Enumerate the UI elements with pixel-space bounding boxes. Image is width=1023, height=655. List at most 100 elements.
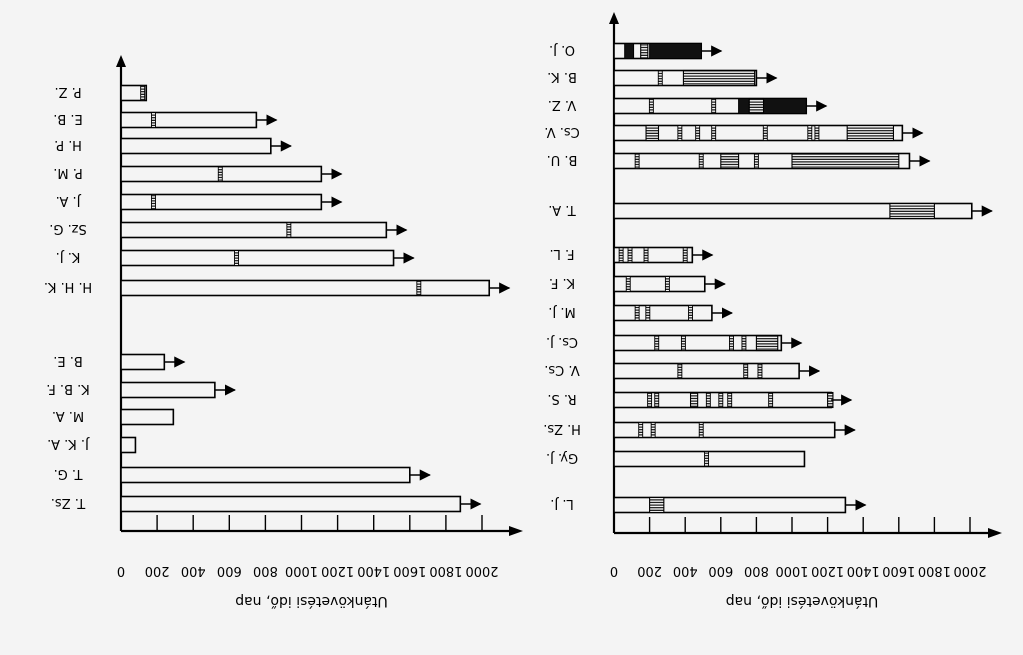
bar	[120, 381, 216, 399]
x-tick-label: 1600	[882, 563, 915, 578]
x-axis-arrow	[988, 528, 1002, 538]
category-label: O. J.	[549, 42, 575, 57]
category-label: J. A.	[56, 193, 82, 208]
bar	[120, 221, 388, 239]
bar-event-marker	[718, 392, 724, 408]
x-tick-label: 200	[637, 563, 662, 578]
x-tick-label: 1200	[321, 563, 354, 578]
bar-event-marker	[634, 153, 640, 169]
bar-hatched-segment	[640, 42, 649, 60]
x-tick-label: 1200	[811, 563, 844, 578]
bar	[120, 353, 166, 371]
bar-event-marker	[664, 276, 670, 292]
bar-event-marker	[711, 125, 717, 141]
bar	[613, 450, 806, 468]
category-label: T. G.	[54, 466, 84, 481]
category-label: L. J.	[550, 496, 573, 511]
category-label: T. Zs.	[51, 495, 86, 510]
bar-solid-segment	[763, 98, 807, 114]
bar-event-marker	[698, 153, 704, 169]
x-tick-label: 0	[117, 563, 125, 578]
category-label: Cs. V.	[544, 124, 579, 139]
y-axis-arrow	[609, 12, 619, 24]
x-tick-label: 1800	[918, 563, 951, 578]
bar-event-marker	[657, 70, 663, 86]
bar	[120, 436, 137, 454]
bar-event-marker	[743, 363, 749, 379]
bar-event-marker	[638, 422, 644, 438]
bar-hatched-segment	[720, 152, 740, 170]
bar-hatched-segment	[846, 124, 895, 142]
category-label: H. Zs.	[543, 421, 581, 436]
x-axis-arrow	[509, 526, 523, 536]
bar	[120, 279, 491, 297]
bar	[120, 137, 272, 155]
bar-event-marker	[704, 451, 710, 467]
category-label: P. Z.	[54, 84, 81, 99]
bar-event-marker	[677, 125, 683, 141]
category-label: B. K.	[547, 69, 577, 84]
bar-event-marker	[677, 363, 683, 379]
bar-event-marker	[140, 85, 146, 101]
x-tick-label: 600	[708, 563, 733, 578]
x-tick-label: 1400	[357, 563, 390, 578]
bar-hatched-segment	[889, 202, 935, 220]
bar-event-marker	[618, 247, 624, 263]
bar	[613, 496, 847, 514]
bar	[120, 111, 258, 129]
bar-event-marker	[741, 335, 747, 351]
bar-event-marker	[286, 222, 292, 238]
bar-event-marker	[680, 335, 686, 351]
category-label: K. F.	[549, 275, 575, 290]
bar-hatched-segment	[755, 334, 779, 352]
category-label: M. A.	[52, 408, 84, 423]
category-label: K. J.	[56, 249, 81, 264]
bar	[120, 495, 462, 513]
bar-event-marker	[705, 392, 711, 408]
bar-event-marker	[650, 422, 656, 438]
bar	[613, 246, 694, 264]
bar-event-marker	[807, 125, 813, 141]
bar-hatched-segment	[649, 496, 665, 514]
x-tick-label: 800	[744, 563, 769, 578]
bar-event-marker	[688, 305, 693, 321]
category-label: M. J.	[548, 304, 575, 319]
x-tick-label: 1000	[285, 563, 318, 578]
category-label: Gy. J.	[546, 450, 578, 465]
bar-event-marker	[625, 276, 631, 292]
bar	[120, 249, 395, 267]
bar	[613, 304, 713, 322]
category-label: E. B.	[53, 111, 83, 126]
category-label: H. H. K.	[44, 279, 92, 294]
bar-hatched-segment	[682, 69, 756, 87]
y-axis-arrow	[116, 55, 126, 67]
category-label: P. M.	[53, 165, 82, 180]
x-axis-title: Utánkövetési idő, nap	[726, 593, 879, 609]
chart-panel-left: 0 200 400 600 800 1000 1200 1400 1600 1800 2000 Utá…	[44, 55, 523, 609]
bar-hatched-segment	[791, 152, 900, 170]
bar-event-marker	[682, 247, 688, 263]
bar-event-marker	[151, 112, 156, 128]
bar-event-marker	[634, 305, 640, 321]
bar-event-marker	[753, 153, 759, 169]
bar-event-marker	[814, 125, 820, 141]
category-label: Sz. G.	[49, 221, 87, 236]
x-tick-label: 1400	[847, 563, 880, 578]
category-label: R. S.	[547, 391, 576, 406]
bar-solid-segment	[649, 43, 702, 59]
category-label: J. K. A.	[47, 436, 90, 451]
x-tick-label: 0	[610, 563, 618, 578]
bar-event-marker	[654, 335, 660, 351]
bar-event-marker	[654, 392, 660, 408]
category-label: F. L.	[549, 246, 574, 261]
bar-event-marker	[768, 392, 774, 408]
x-axis-title: Utánkövetési idő, nap	[235, 593, 388, 609]
bar-event-marker	[217, 166, 223, 182]
bar-event-marker	[727, 392, 733, 408]
bar-event-marker	[151, 194, 156, 210]
bar-hatched-segment	[689, 391, 699, 409]
x-tick-label: 800	[253, 563, 278, 578]
x-tick-label: 1000	[775, 563, 808, 578]
